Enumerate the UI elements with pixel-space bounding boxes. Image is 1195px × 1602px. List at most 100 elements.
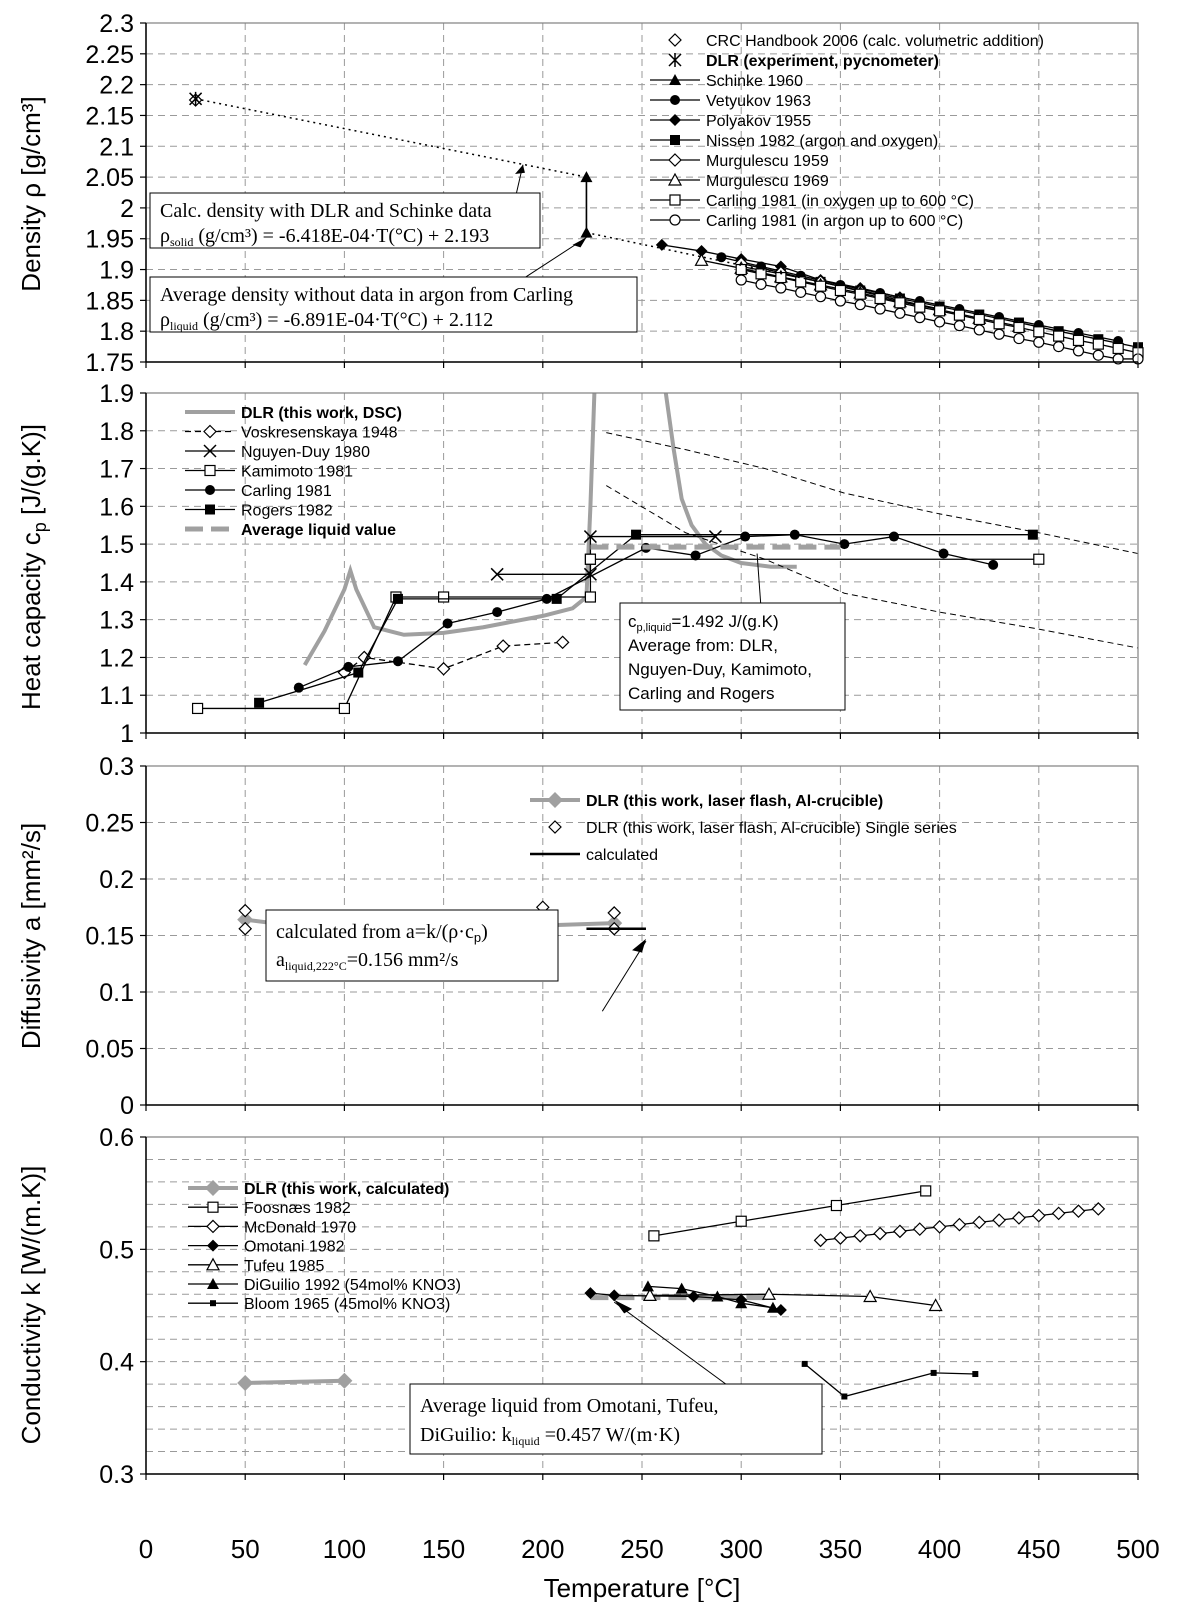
data-point <box>988 559 999 570</box>
data-point <box>436 661 451 676</box>
data-point <box>914 301 926 313</box>
legend-marker <box>207 1278 219 1289</box>
diffusivity-annotation-line1: calculated from a=k/(ρ·c <box>276 921 474 943</box>
legend-marker <box>205 1257 221 1271</box>
data-point <box>338 702 350 715</box>
data-point <box>839 539 850 550</box>
data-point <box>873 1226 887 1241</box>
data-point <box>874 292 886 305</box>
data-point <box>608 1289 621 1302</box>
legend-label: DLR (this work, calculated) <box>244 1181 449 1198</box>
data-point <box>801 1360 808 1367</box>
y-tick-label: 0.05 <box>85 1036 134 1064</box>
svg-text:ρsolid (g/cm³) = -6.418E-04·T(: ρsolid (g/cm³) = -6.418E-04·T(°C) + 2.19… <box>160 225 489 249</box>
cp-ylabel-sub: p <box>30 522 50 532</box>
data-point <box>584 1287 597 1300</box>
legend-label: Vetyukov 1963 <box>706 93 811 110</box>
data-point <box>353 667 364 678</box>
data-point <box>1013 332 1025 345</box>
y-tick-label: 1.3 <box>99 607 134 635</box>
data-point <box>854 299 866 311</box>
data-point <box>755 268 767 280</box>
data-point <box>761 1287 776 1300</box>
series-line <box>258 534 1033 704</box>
data-point <box>795 286 807 298</box>
data-point <box>1072 345 1085 357</box>
data-point <box>687 1290 700 1303</box>
arrow-head <box>632 938 646 953</box>
cp-annotation: cp,liquid=1.492 J/(g.K) Average from: DL… <box>619 602 846 711</box>
data-point <box>490 567 504 581</box>
legend-marker <box>669 74 681 85</box>
series-line <box>302 392 597 667</box>
y-tick-label: 2.05 <box>85 164 134 192</box>
y-tick-label: 1.7 <box>99 456 134 484</box>
y-tick-label: 0.15 <box>85 923 134 951</box>
y-tick-label: 0.6 <box>99 1124 134 1152</box>
data-point <box>833 1231 848 1245</box>
density-annotation-2-sub: liquid <box>170 319 198 333</box>
data-point <box>930 1369 937 1376</box>
data-point <box>834 295 847 307</box>
legend-layer: CRC Handbook 2006 (calc. volumetric addi… <box>185 33 1044 1313</box>
conductivity-annotation-value: =0.457 W/(m·K) <box>540 1424 680 1446</box>
data-point <box>1091 1202 1106 1216</box>
data-point <box>1033 336 1045 348</box>
legend-label: Murgulescu 1969 <box>706 173 829 190</box>
annotation-connector <box>601 940 647 1012</box>
data-point <box>1072 334 1085 347</box>
diffusivity-annotation-end: ) <box>481 921 488 943</box>
arrow-head <box>572 237 587 248</box>
data-point <box>834 284 847 297</box>
legend-marker <box>670 135 680 145</box>
diffusivity-annotation: calculated from a=k/(ρ·cp) aliquid,222°C… <box>265 909 559 982</box>
conductivity-annotation-line1: Average liquid from Omotani, Tufeu, <box>420 1395 718 1417</box>
data-point <box>932 1220 947 1234</box>
data-point <box>641 1280 654 1292</box>
series-line <box>653 1190 926 1237</box>
conductivity-annotation-sub: liquid <box>512 1434 540 1448</box>
data-point <box>584 591 597 603</box>
data-point <box>584 553 597 565</box>
x-tick-label: 150 <box>422 1534 465 1564</box>
data-point <box>1012 1211 1026 1225</box>
data-point <box>920 1185 932 1197</box>
legend-marker <box>204 464 216 477</box>
cp-ylabel-rest: [J/(g.K)] <box>16 424 46 522</box>
legend-marker <box>207 1239 219 1252</box>
data-point <box>238 921 253 936</box>
data-point <box>1112 342 1124 355</box>
legend-marker <box>668 153 682 167</box>
data-point <box>631 529 642 540</box>
cp-annotation-symbol: c <box>628 612 637 631</box>
y-tick-label: 0 <box>120 1092 134 1120</box>
series-line <box>245 1378 345 1386</box>
diffusivity-annotation-value: =0.156 mm²/s <box>347 949 459 971</box>
data-point <box>814 291 827 303</box>
data-point <box>708 530 722 544</box>
legend-label: Bloom 1965 (45mol% KNO3) <box>244 1296 450 1313</box>
data-point <box>254 697 265 708</box>
data-point <box>392 656 403 667</box>
legend-marker <box>548 820 562 834</box>
legend-marker <box>667 172 683 186</box>
annotation-connector <box>756 553 762 609</box>
cp-annotation-line4: Carling and Rogers <box>628 684 774 703</box>
legend-label: Omotani 1982 <box>244 1239 345 1256</box>
cp-annotation-value: =1.492 J/(g.K) <box>671 612 778 631</box>
svg-text:aliquid,222°C=0.156 mm²/s: aliquid,222°C=0.156 mm²/s <box>276 949 459 973</box>
y-tick-label: 1.9 <box>99 380 134 408</box>
data-point <box>893 1224 907 1239</box>
data-point <box>973 313 985 326</box>
legend-label: Schinke 1960 <box>706 73 803 90</box>
diffusivity-ylabel: Diffusivity a [mm²/s] <box>16 823 46 1049</box>
data-point <box>237 1375 254 1392</box>
data-point <box>973 324 985 336</box>
x-tick-label: 400 <box>918 1534 961 1564</box>
legend-label: Voskresenskaya 1948 <box>241 425 398 442</box>
data-point <box>1053 330 1065 342</box>
data-point <box>894 307 906 319</box>
density-annotation-2-symbol: ρ <box>160 309 170 331</box>
data-point <box>933 305 946 317</box>
density-annotation-1: Calc. density with DLR and Schinke data … <box>149 192 541 249</box>
